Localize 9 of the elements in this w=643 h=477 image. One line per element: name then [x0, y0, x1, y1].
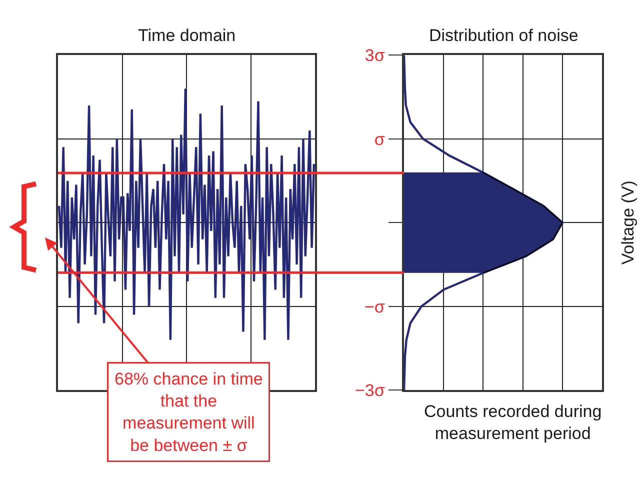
annotation: 68% chance in time that the measurement will be between ± σ — [114, 370, 263, 455]
y-tick-label: −3σ — [354, 381, 386, 400]
y-axis-title: Voltage (V) — [618, 180, 638, 265]
chart-title: Time domain — [138, 26, 236, 45]
y-tick-label: σ — [374, 130, 386, 149]
x-axis-title: Counts recorded during measurement period — [424, 402, 602, 444]
chart-title: Distribution of noise — [429, 26, 578, 45]
y-tick-label: −σ — [364, 297, 386, 316]
y-tick-label: 3σ — [364, 46, 386, 66]
